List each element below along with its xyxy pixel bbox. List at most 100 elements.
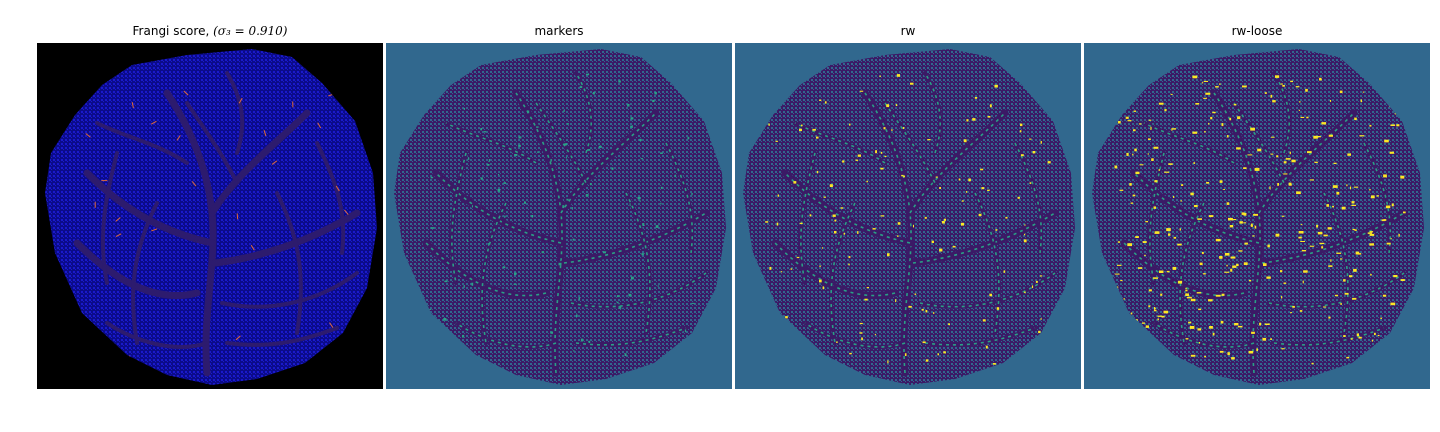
highlight-speckle	[150, 120, 157, 125]
highlight-speckle	[1270, 153, 1274, 155]
highlight-speckle	[572, 350, 575, 352]
highlight-speckle	[571, 207, 573, 210]
highlight-speckle	[1132, 194, 1136, 197]
vessel-edge	[625, 192, 651, 334]
highlight-speckle	[1038, 330, 1041, 334]
highlight-speckle	[1352, 228, 1356, 231]
highlight-speckle	[1166, 228, 1171, 232]
highlight-speckle	[861, 337, 863, 341]
highlight-speckle	[1185, 293, 1189, 296]
vessel-edge	[445, 122, 537, 164]
vessel-edge	[1258, 112, 1355, 214]
highlight-speckle	[834, 231, 837, 234]
highlight-speckle	[1340, 303, 1342, 305]
highlight-speckle	[1371, 339, 1374, 342]
highlight-speckle	[1133, 110, 1136, 112]
highlight-speckle	[1209, 326, 1213, 329]
highlight-speckle	[1154, 180, 1158, 183]
highlight-speckle	[1196, 292, 1202, 294]
highlight-speckle	[504, 215, 506, 218]
highlight-speckle	[1370, 195, 1375, 199]
highlight-speckle	[1367, 232, 1373, 234]
highlight-speckle	[887, 253, 890, 257]
highlight-speckle	[566, 123, 569, 125]
highlight-speckle	[1266, 276, 1271, 279]
highlight-speckle	[943, 218, 946, 221]
vessel-network	[422, 71, 710, 377]
highlight-speckle	[1374, 332, 1376, 336]
highlight-speckle	[1386, 242, 1391, 245]
highlight-speckle	[775, 140, 778, 142]
highlight-speckle	[1398, 233, 1400, 237]
highlight-speckle	[1237, 116, 1241, 120]
highlight-speckle	[630, 117, 634, 120]
vessel	[1147, 151, 1166, 285]
highlight-speckle	[484, 131, 486, 133]
highlight-speckle	[562, 205, 565, 209]
highlight-speckle	[1172, 266, 1177, 270]
highlight-speckle	[1243, 262, 1248, 265]
highlight-speckle	[1347, 153, 1351, 156]
highlight-speckle	[1208, 299, 1213, 302]
highlight-speckle	[874, 333, 876, 336]
vessel	[664, 141, 695, 255]
highlight-speckle	[1219, 256, 1223, 259]
highlight-speckle	[1243, 222, 1247, 224]
highlight-speckle	[992, 363, 996, 365]
highlight-speckle	[691, 302, 695, 304]
highlight-speckle	[1244, 242, 1248, 245]
highlight-speckle	[886, 104, 890, 108]
highlight-speckle	[1280, 83, 1283, 85]
highlight-speckle	[1170, 93, 1173, 95]
highlight-speckle	[1350, 186, 1352, 190]
highlight-speckle	[238, 97, 243, 104]
highlight-speckle	[1129, 183, 1132, 186]
vessel	[449, 151, 468, 285]
highlight-speckle	[1212, 111, 1216, 114]
highlight-speckle	[883, 127, 886, 130]
vessel	[211, 209, 361, 267]
highlight-speckle	[1145, 325, 1149, 328]
highlight-speckle	[1330, 259, 1332, 262]
highlight-speckle	[1187, 296, 1192, 299]
highlight-speckle	[887, 360, 889, 364]
highlight-speckle	[819, 279, 822, 283]
highlight-speckle	[1241, 212, 1245, 215]
highlight-speckle	[639, 200, 641, 202]
highlight-speckle	[896, 74, 900, 77]
highlight-speckle	[480, 128, 482, 131]
vessel-edge	[924, 327, 1036, 346]
highlight-speckle	[857, 154, 861, 157]
highlight-speckle	[994, 84, 998, 88]
highlight-speckle	[822, 286, 825, 290]
highlight-speckle	[1329, 100, 1332, 102]
highlight-speckle	[1384, 139, 1389, 143]
highlight-speckle	[819, 265, 821, 267]
highlight-speckle	[1341, 206, 1346, 210]
highlight-speckle	[836, 341, 838, 343]
vessel	[315, 141, 346, 255]
highlight-speckle	[859, 332, 863, 334]
highlight-speckle	[1003, 270, 1006, 273]
highlight-speckle	[908, 305, 912, 308]
highlight-speckle	[895, 104, 898, 106]
highlight-speckle	[467, 239, 469, 242]
highlight-speckle	[1210, 116, 1213, 120]
highlight-speckle	[1300, 116, 1305, 118]
highlight-speckle	[1159, 270, 1164, 273]
highlight-speckle	[1229, 117, 1232, 121]
vessel	[422, 239, 550, 300]
highlight-speckle	[925, 310, 928, 313]
vessel-edge	[924, 72, 941, 154]
highlight-speckle	[183, 90, 189, 96]
vessel	[100, 151, 119, 285]
highlight-speckle	[587, 149, 591, 151]
highlight-speckle	[1203, 97, 1207, 99]
highlight-speckle	[1019, 130, 1022, 133]
highlight-speckle	[1171, 128, 1176, 130]
highlight-speckle	[1173, 196, 1175, 198]
highlight-speckle	[1148, 289, 1152, 292]
highlight-speckle	[1283, 282, 1287, 284]
highlight-speckle	[1276, 155, 1279, 158]
highlight-speckle	[1275, 233, 1280, 237]
